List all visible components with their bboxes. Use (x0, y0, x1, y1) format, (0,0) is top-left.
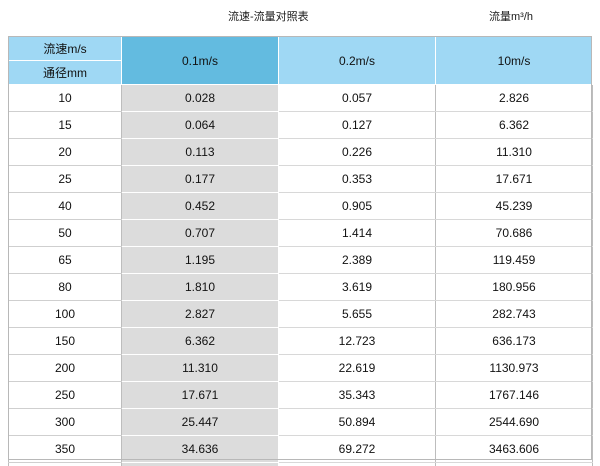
flow-unit-caption: 流量m³/h (489, 11, 533, 23)
cell-flow-0: 34.636 (121, 435, 279, 463)
header-velocity-0: 0.1m/s (121, 36, 279, 85)
table-row: 200 11.310 22.619 1130.973 (8, 354, 593, 382)
cell-flow-1: 3.619 (278, 273, 436, 301)
cell-flow-2: 119.459 (435, 246, 593, 274)
cell-flow-1: 2.389 (278, 246, 436, 274)
cell-flow-0: 1.810 (121, 273, 279, 301)
cell-flow-1: 90.478 (278, 462, 436, 466)
cell-flow-1: 12.723 (278, 327, 436, 355)
cell-diameter: 25 (8, 165, 122, 193)
cell-diameter: 200 (8, 354, 122, 382)
table-title: 流速-流量对照表 (228, 11, 309, 23)
cell-flow-0: 25.447 (121, 408, 279, 436)
flow-velocity-table: 流速m/s 0.1m/s 0.2m/s 10m/s 通径mm 10 0.028 0.… (8, 36, 593, 466)
cell-flow-1: 0.057 (278, 84, 436, 112)
cell-flow-2: 17.671 (435, 165, 593, 193)
cell-diameter: 50 (8, 219, 122, 247)
cell-flow-1: 35.343 (278, 381, 436, 409)
cell-flow-1: 22.619 (278, 354, 436, 382)
cell-flow-1: 0.226 (278, 138, 436, 166)
cell-diameter: 40 (8, 192, 122, 220)
cell-flow-0: 0.177 (121, 165, 279, 193)
cell-diameter: 350 (8, 435, 122, 463)
cell-flow-1: 0.127 (278, 111, 436, 139)
table-header-row-bottom: 通径mm (8, 60, 593, 85)
table-row: 150 6.362 12.723 636.173 (8, 327, 593, 355)
table-row: 15 0.064 0.127 6.362 (8, 111, 593, 139)
cell-flow-0: 0.064 (121, 111, 279, 139)
cell-diameter: 250 (8, 381, 122, 409)
header-diameter-label: 通径mm (8, 60, 122, 85)
cell-flow-2: 636.173 (435, 327, 593, 355)
cell-flow-1: 0.353 (278, 165, 436, 193)
caption-row: 流速-流量对照表 流量m³/h (0, 8, 600, 30)
table-row: 40045.23990.4784523.893 (8, 462, 593, 466)
cell-flow-0: 2.827 (121, 300, 279, 328)
header-velocity-1: 0.2m/s (278, 36, 436, 85)
cell-flow-2: 282.743 (435, 300, 593, 328)
cell-flow-2: 11.310 (435, 138, 593, 166)
table-row: 100 2.827 5.655 282.743 (8, 300, 593, 328)
table-header-row-top: 流速m/s 0.1m/s 0.2m/s 10m/s (8, 36, 593, 85)
table-row: 10 0.028 0.057 2.826 (8, 84, 593, 112)
cell-diameter: 65 (8, 246, 122, 274)
table-row: 300 25.447 50.894 2544.690 (8, 408, 593, 436)
cell-flow-2: 70.686 (435, 219, 593, 247)
cell-flow-1: 50.894 (278, 408, 436, 436)
cell-flow-2: 4523.893 (435, 462, 593, 466)
cell-diameter: 300 (8, 408, 122, 436)
cell-flow-2: 1767.146 (435, 381, 593, 409)
cell-flow-0: 6.362 (121, 327, 279, 355)
cell-flow-0: 1.195 (121, 246, 279, 274)
table-row: 25 0.177 0.353 17.671 (8, 165, 593, 193)
cell-flow-1: 5.655 (278, 300, 436, 328)
cell-flow-0: 11.310 (121, 354, 279, 382)
cell-flow-0: 45.239 (121, 462, 279, 466)
cell-diameter: 15 (8, 111, 122, 139)
cell-flow-2: 1130.973 (435, 354, 593, 382)
cell-diameter: 150 (8, 327, 122, 355)
table-row: 80 1.810 3.619 180.956 (8, 273, 593, 301)
table-row: 65 1.195 2.389 119.459 (8, 246, 593, 274)
cell-diameter: 80 (8, 273, 122, 301)
cell-flow-0: 0.113 (121, 138, 279, 166)
cell-diameter: 400 (8, 462, 122, 466)
cell-diameter: 100 (8, 300, 122, 328)
cell-flow-2: 45.239 (435, 192, 593, 220)
cell-flow-1: 1.414 (278, 219, 436, 247)
cell-diameter: 10 (8, 84, 122, 112)
table-row: 50 0.707 1.414 70.686 (8, 219, 593, 247)
table-row: 20 0.113 0.226 11.310 (8, 138, 593, 166)
header-velocity-2: 10m/s (435, 36, 593, 85)
cell-flow-2: 3463.606 (435, 435, 593, 463)
cell-flow-0: 0.452 (121, 192, 279, 220)
cell-flow-0: 0.028 (121, 84, 279, 112)
table-row: 250 17.671 35.343 1767.146 (8, 381, 593, 409)
table-row: 40 0.452 0.905 45.239 (8, 192, 593, 220)
cell-flow-1: 0.905 (278, 192, 436, 220)
cell-flow-2: 180.956 (435, 273, 593, 301)
cell-flow-2: 6.362 (435, 111, 593, 139)
header-velocity-label: 流速m/s (8, 36, 122, 61)
cell-diameter: 20 (8, 138, 122, 166)
cell-flow-0: 17.671 (121, 381, 279, 409)
table-row: 350 34.636 69.272 3463.606 (8, 435, 593, 463)
cell-flow-0: 0.707 (121, 219, 279, 247)
cell-flow-1: 69.272 (278, 435, 436, 463)
cell-flow-2: 2.826 (435, 84, 593, 112)
cell-flow-2: 2544.690 (435, 408, 593, 436)
